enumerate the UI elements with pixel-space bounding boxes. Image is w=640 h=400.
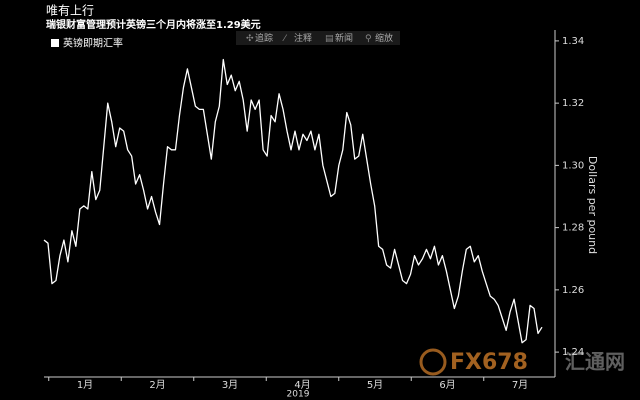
toolbar-icon: ✣ <box>246 34 254 44</box>
toolbar-news[interactable]: 新闻 <box>335 32 353 44</box>
x-tick-label: 2月 <box>149 379 165 391</box>
y-tick-label: 1.26 <box>562 285 584 296</box>
x-tick-label: 4月 <box>294 379 310 391</box>
toolbar-icon: ⁄ <box>282 34 288 44</box>
watermark-logo <box>419 348 447 376</box>
price-line <box>43 58 543 344</box>
y-tick-label: 1.24 <box>562 347 584 358</box>
chart-subtitle: 瑞银财富管理预计英镑三个月内将涨至1.29美元 <box>46 18 261 31</box>
toolbar-icon: ⚲ <box>365 34 372 44</box>
y-tick-label: 1.30 <box>562 160 584 171</box>
x-axis-year: 2019 <box>287 390 310 400</box>
x-tick-label: 5月 <box>367 379 383 391</box>
toolbar-track[interactable]: 追踪 <box>255 32 273 44</box>
x-tick-label: 1月 <box>77 379 93 391</box>
chart-title: 唯有上行 <box>46 4 94 18</box>
watermark-brand: FX678 <box>450 350 528 375</box>
y-axis-label: Dollars per pound <box>586 156 599 254</box>
x-tick-label: 3月 <box>222 379 238 391</box>
toolbar-icon: ▤ <box>325 34 334 44</box>
watermark-name: 汇通网 <box>565 350 625 374</box>
toolbar-zoom[interactable]: 缩放 <box>375 32 393 44</box>
legend-swatch <box>51 39 59 47</box>
y-tick-label: 1.32 <box>562 98 584 109</box>
y-tick-label: 1.34 <box>562 36 584 47</box>
x-tick-label: 6月 <box>439 379 455 391</box>
legend-label: 英镑即期汇率 <box>63 37 123 50</box>
y-tick-label: 1.28 <box>562 223 584 234</box>
x-tick-label: 7月 <box>512 379 528 391</box>
toolbar-annotate[interactable]: 注释 <box>294 32 312 44</box>
toolbar <box>236 31 400 45</box>
